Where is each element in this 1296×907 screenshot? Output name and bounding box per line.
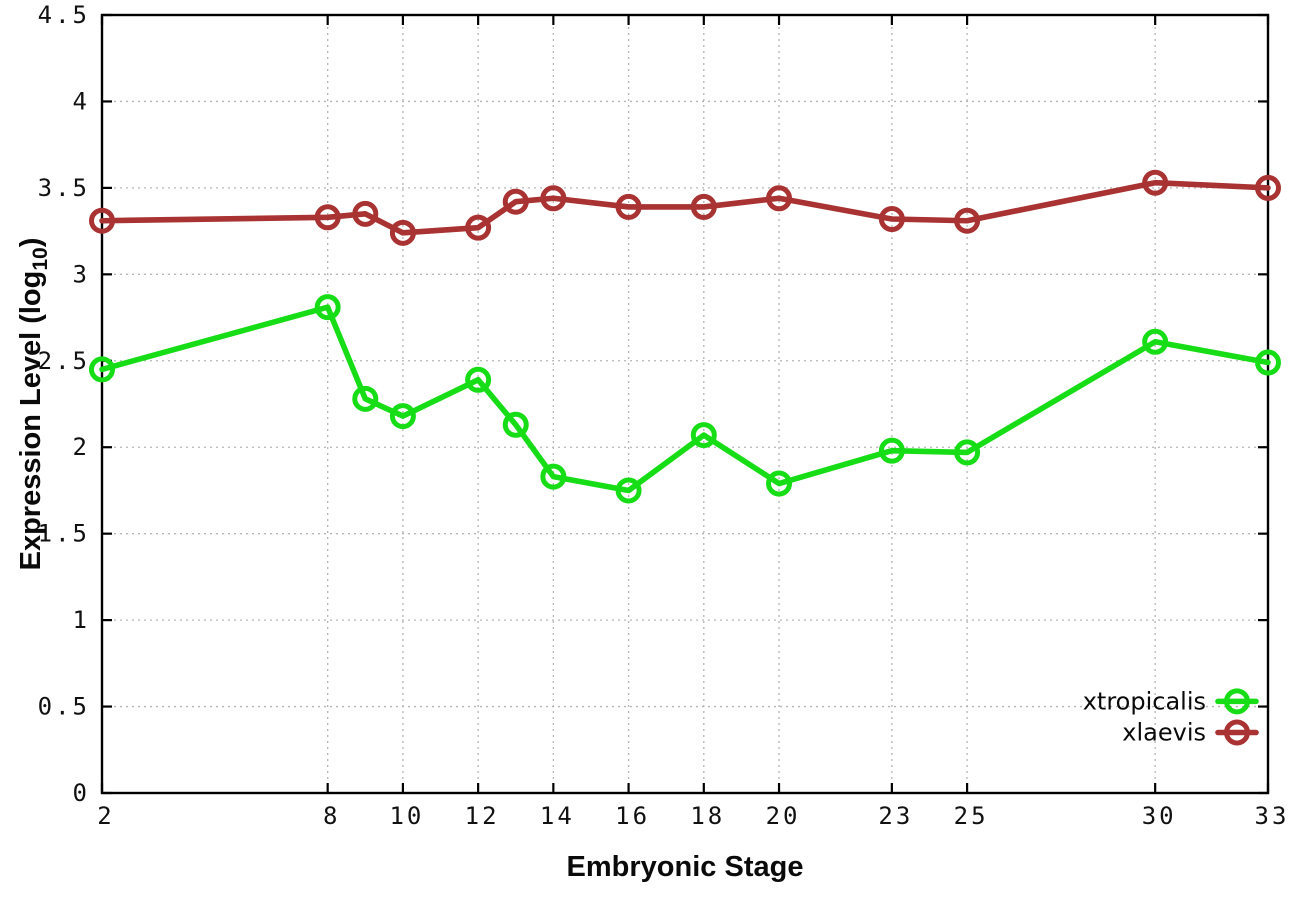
xlaevis-marker: [540, 185, 567, 212]
y-tick-label: 3: [73, 260, 90, 288]
legend-entry-xtropicalis: xtropicalis: [1083, 687, 1259, 715]
xlaevis-marker: [1142, 169, 1169, 196]
x-axis-title: Embryonic Stage: [567, 851, 804, 883]
series-xtropicalis: [89, 294, 1281, 504]
xtropicalis-marker: [766, 470, 793, 497]
plot-border: [100, 13, 1270, 795]
legend-entry-xlaevis: xlaevis: [1122, 718, 1259, 746]
legend-marker: [1224, 688, 1250, 715]
xlaevis-marker: [1255, 174, 1281, 201]
legend-marker: [1224, 719, 1250, 746]
xlaevis-marker: [878, 206, 905, 233]
xtropicalis-marker: [465, 366, 492, 393]
y-tick-label: 4.5: [38, 1, 90, 29]
legend: xtropicalis xlaevis: [1083, 687, 1259, 746]
y-tick-label: 2.5: [38, 347, 90, 375]
xtropicalis-marker: [954, 439, 981, 466]
legend-label: xtropicalis: [1083, 687, 1206, 715]
xlaevis-line: [99, 179, 1271, 236]
xtropicalis-marker: [1142, 328, 1169, 355]
x-tick-label: 25: [954, 802, 989, 830]
x-tick-label: 33: [1255, 802, 1290, 830]
x-tick-label: 16: [615, 802, 650, 830]
y-axis-title-text: Expression Level (log10): [15, 238, 52, 571]
x-tick-label: 10: [389, 802, 424, 830]
xlaevis-marker: [89, 207, 115, 234]
grid: [102, 15, 1268, 793]
x-tick-label: 30: [1142, 802, 1177, 830]
xlaevis-marker: [389, 219, 416, 246]
xtropicalis-marker: [615, 477, 642, 504]
x-tick-label: 2: [97, 802, 114, 830]
series-xlaevis: [89, 169, 1281, 246]
y-tick-label: 0.5: [38, 693, 90, 721]
xtropicalis-marker: [389, 403, 416, 430]
xtropicalis-marker: [878, 437, 905, 464]
xlaevis-marker: [690, 193, 717, 220]
legend-label: xlaevis: [1122, 718, 1206, 746]
x-tick-label: 20: [766, 802, 801, 830]
xtropicalis-marker: [502, 411, 529, 438]
x-tick-label: 12: [465, 802, 500, 830]
xlaevis-marker: [954, 207, 981, 234]
y-tick-label: 2: [73, 433, 90, 461]
y-tick-label: 1.5: [38, 520, 90, 548]
xlaevis-marker: [465, 214, 492, 241]
x-tick-label: 8: [323, 802, 340, 830]
x-tick-label: 18: [690, 802, 725, 830]
xlaevis-marker: [615, 193, 642, 220]
data-series: [89, 169, 1281, 504]
y-tick-label: 4: [73, 87, 90, 115]
xtropicalis-marker: [690, 422, 717, 449]
xtropicalis-marker: [314, 294, 341, 321]
y-tick-label: 0: [73, 779, 90, 807]
y-tick-label: 1: [73, 606, 90, 634]
y-axis-title: Expression Level (log10): [15, 238, 52, 571]
x-tick-label: 23: [878, 802, 913, 830]
xtropicalis-marker: [540, 463, 567, 490]
xlaevis-marker: [352, 200, 379, 227]
xlaevis-marker: [502, 188, 529, 215]
xtropicalis-line: [99, 304, 1271, 494]
xlaevis-marker: [766, 185, 793, 212]
y-tick-label: 3.5: [38, 174, 90, 202]
xtropicalis-marker: [89, 356, 115, 383]
xtropicalis-marker: [1255, 349, 1281, 376]
x-tick-label: 14: [540, 802, 575, 830]
xlaevis-marker: [314, 204, 341, 231]
axes: 2 8 10 12 14 16 18 20 23 25 30 33 0 0.5 1 1.5 2 2.5 3 3.5 4 4…: [38, 1, 1290, 830]
xtropicalis-marker: [352, 385, 379, 412]
